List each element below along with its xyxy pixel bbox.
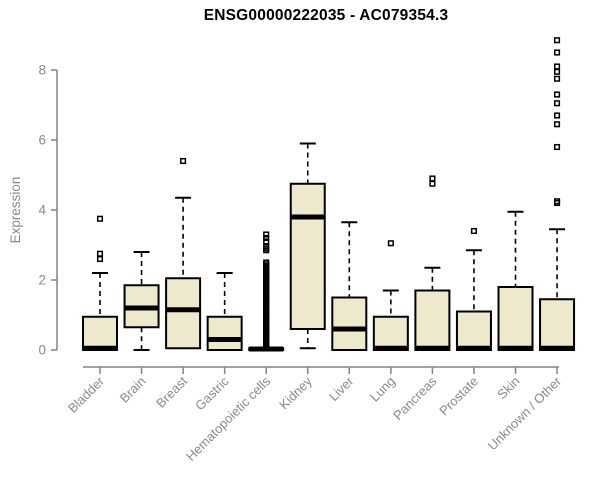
outlier-marker bbox=[263, 259, 270, 266]
y-axis: 0 2 4 6 8 bbox=[38, 63, 58, 358]
outlier-marker bbox=[554, 198, 561, 205]
outlier-marker bbox=[263, 234, 270, 242]
outlier-marker bbox=[554, 143, 561, 151]
boxplot-bladder bbox=[82, 215, 118, 351]
outlier-marker bbox=[96, 215, 104, 222]
iqr-box bbox=[455, 310, 492, 351]
outlier-marker bbox=[554, 121, 561, 128]
y-tick-label: 8 bbox=[38, 63, 46, 78]
y-tick-label: 0 bbox=[38, 343, 46, 358]
outlier-marker bbox=[429, 175, 436, 182]
y-tick-label: 4 bbox=[38, 203, 46, 218]
iqr-box bbox=[206, 315, 243, 351]
x-tick-label-prostate: Prostate bbox=[436, 374, 481, 419]
outlier-marker bbox=[96, 250, 104, 257]
boxplot-hematopoietic-cells bbox=[248, 231, 285, 352]
boxplot-brain bbox=[123, 251, 160, 351]
boxplot-liver bbox=[331, 221, 368, 351]
outlier-marker bbox=[554, 112, 561, 119]
boxplot-gastric bbox=[206, 272, 243, 351]
boxplot-breast bbox=[165, 157, 202, 350]
boxplot-unknown-other bbox=[539, 37, 576, 351]
y-tick-label: 6 bbox=[38, 133, 46, 148]
outlier-marker bbox=[263, 238, 270, 245]
outlier-marker bbox=[554, 91, 561, 98]
iqr-box bbox=[165, 277, 202, 350]
x-tick-label-skin: Skin bbox=[494, 374, 522, 402]
boxplot-kidney bbox=[289, 142, 326, 350]
outlier-marker bbox=[554, 63, 561, 70]
outlier-marker bbox=[96, 255, 104, 263]
y-tick-label: 2 bbox=[38, 273, 46, 288]
boxplot-prostate bbox=[455, 227, 492, 351]
boxplot-skin bbox=[497, 210, 534, 351]
outlier-marker bbox=[470, 227, 477, 235]
iqr-box bbox=[331, 296, 368, 351]
iqr-box bbox=[372, 315, 409, 351]
x-tick-label-breast: Breast bbox=[153, 373, 190, 410]
outlier-marker bbox=[554, 68, 561, 75]
x-tick-label-unknown-other: Unknown / Other bbox=[485, 373, 565, 453]
x-tick-label-brain: Brain bbox=[117, 374, 149, 406]
iqr-box bbox=[82, 315, 118, 351]
x-tick-label-liver: Liver bbox=[326, 373, 357, 404]
outlier-marker bbox=[180, 157, 187, 165]
outlier-marker bbox=[554, 37, 561, 44]
x-tick-label-lung: Lung bbox=[367, 374, 398, 405]
outlier-marker bbox=[429, 180, 436, 187]
iqr-box bbox=[539, 298, 576, 351]
iqr-box bbox=[289, 182, 326, 330]
x-tick-label-bladder: Bladder bbox=[65, 373, 108, 416]
outlier-marker bbox=[554, 49, 561, 56]
x-tick-label-gastric: Gastric bbox=[192, 373, 232, 413]
iqr-box bbox=[497, 286, 534, 351]
boxplot-pancreas bbox=[414, 175, 451, 351]
outlier-marker bbox=[554, 75, 561, 82]
iqr-box bbox=[414, 289, 451, 351]
x-tick-label-pancreas: Pancreas bbox=[390, 373, 440, 423]
x-tick-label-kidney: Kidney bbox=[276, 373, 315, 412]
outlier-marker bbox=[387, 240, 394, 247]
outlier-marker bbox=[263, 231, 270, 238]
boxplot-lung bbox=[372, 240, 409, 351]
outlier-marker bbox=[554, 100, 561, 107]
chart-title: ENSG00000222035 - AC079354.3 bbox=[203, 7, 449, 24]
